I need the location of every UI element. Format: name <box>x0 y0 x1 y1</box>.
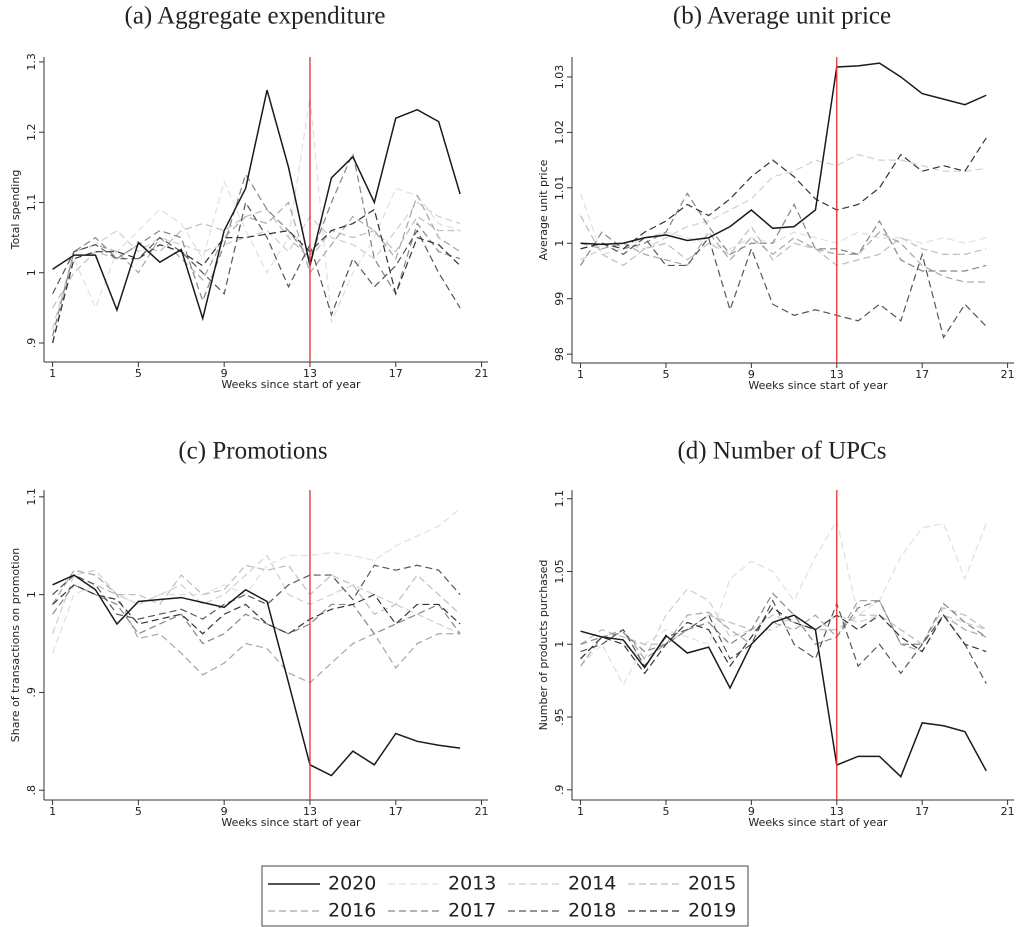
series-line: 2013 <box>52 508 461 654</box>
chart-title: (d) Number of UPCs <box>677 438 886 465</box>
x-tick-label: 9 <box>221 805 228 818</box>
x-tick-label: 9 <box>748 368 755 381</box>
legend-label: 2020 <box>328 873 376 895</box>
y-tick-label: 1.05 <box>553 559 566 584</box>
series-line: 2020 <box>52 89 461 322</box>
y-axis-title: Share of transactions on promotion <box>9 548 22 742</box>
x-axis-title: Weeks since start of year <box>748 379 888 392</box>
x-tick-label: 21 <box>1001 368 1015 381</box>
x-tick-label: 21 <box>1001 805 1015 818</box>
y-axis-title: Number of products purchased <box>537 560 550 731</box>
x-axis-title: Weeks since start of year <box>221 816 361 829</box>
x-tick-label: 17 <box>915 805 929 818</box>
x-tick-label: 17 <box>915 368 929 381</box>
y-tick-label: 1.02 <box>553 120 566 145</box>
y-tick-label: 1.01 <box>553 176 566 201</box>
series-line: 2020 <box>580 62 987 246</box>
series-line: 2020 <box>52 574 461 777</box>
x-tick-label: 13 <box>830 368 844 381</box>
series-line: 2014 <box>52 201 461 330</box>
x-tick-label: 13 <box>830 805 844 818</box>
y-axis-title: Total spending <box>9 170 22 251</box>
series-line: 2018 <box>52 564 461 620</box>
series-line: 2019 <box>51 208 461 344</box>
y-tick-label: .8 <box>25 785 38 796</box>
legend-label: 2017 <box>448 900 496 922</box>
series-line: 2017 <box>580 192 987 272</box>
series-line: 2018 <box>52 200 461 317</box>
y-tick-label: 1 <box>25 591 38 598</box>
series-line: 2017 <box>580 592 987 653</box>
series-line: 2015 <box>52 564 461 615</box>
x-tick-label: 21 <box>475 805 489 818</box>
legend-label: 2019 <box>688 900 736 922</box>
series-line: 2020 <box>580 614 987 779</box>
series-line: 2018 <box>580 599 987 684</box>
legend-label: 2013 <box>448 873 496 895</box>
series-line: 2019 <box>580 137 987 250</box>
series-line: 2015 <box>52 208 461 309</box>
series-line: 2019 <box>52 584 461 635</box>
x-tick-label: 17 <box>389 367 403 380</box>
series-line: 2016 <box>52 569 461 684</box>
legend-label: 2016 <box>328 900 376 922</box>
y-tick-label: .9 <box>25 687 38 698</box>
legend-label: 2014 <box>568 873 616 895</box>
x-tick-label: 13 <box>303 367 317 380</box>
y-tick-label: 99 <box>553 292 566 306</box>
y-tick-label: 1.1 <box>25 194 38 212</box>
x-tick-label: 5 <box>135 367 142 380</box>
series-line: 2017 <box>51 151 461 337</box>
legend-label: 2015 <box>688 873 736 895</box>
y-tick-label: 98 <box>553 347 566 361</box>
y-tick-label: .9 <box>553 785 566 796</box>
series-line: 2017 <box>52 584 461 645</box>
chart-title: (b) Average unit price <box>673 3 891 30</box>
series-line: 2016 <box>51 193 461 344</box>
y-tick-label: 1 <box>25 269 38 276</box>
x-axis-title: Weeks since start of year <box>748 816 888 829</box>
y-tick-label: 1.2 <box>25 123 38 141</box>
y-axis-title: Average unit price <box>537 159 550 260</box>
legend-label: 2018 <box>568 900 616 922</box>
series-line: 2016 <box>580 231 987 283</box>
x-axis-title: Weeks since start of year <box>221 378 361 391</box>
x-tick-label: 5 <box>135 805 142 818</box>
y-tick-label: 1 <box>553 641 566 648</box>
x-tick-label: 9 <box>221 367 228 380</box>
series-line: 2016 <box>580 600 987 667</box>
x-tick-label: 21 <box>475 367 489 380</box>
y-tick-label: 1.3 <box>25 53 38 71</box>
y-tick-label: 1.1 <box>25 488 38 506</box>
series-line: 2015 <box>580 215 987 267</box>
x-tick-label: 9 <box>748 805 755 818</box>
x-tick-label: 1 <box>49 805 56 818</box>
x-tick-label: 1 <box>577 368 584 381</box>
legend-box <box>261 865 749 927</box>
x-tick-label: 17 <box>389 805 403 818</box>
y-tick-label: 1.1 <box>553 490 566 508</box>
x-tick-label: 5 <box>662 368 669 381</box>
y-tick-label: 1.03 <box>553 65 566 90</box>
series-line: 2014 <box>580 153 987 261</box>
chart-title: (a) Aggregate expenditure <box>125 3 386 30</box>
y-tick-label: .95 <box>553 708 566 726</box>
series-line: 2013 <box>51 96 461 344</box>
y-tick-label: 1 <box>553 240 566 247</box>
y-tick-label: .9 <box>25 338 38 349</box>
series-line: 2014 <box>52 554 461 635</box>
x-tick-label: 5 <box>662 805 669 818</box>
x-tick-label: 1 <box>577 805 584 818</box>
x-tick-label: 1 <box>49 367 56 380</box>
series-line: 2013 <box>580 518 987 687</box>
chart-title: (c) Promotions <box>178 438 327 465</box>
x-tick-label: 13 <box>303 805 317 818</box>
series-line: 2018 <box>580 236 987 339</box>
